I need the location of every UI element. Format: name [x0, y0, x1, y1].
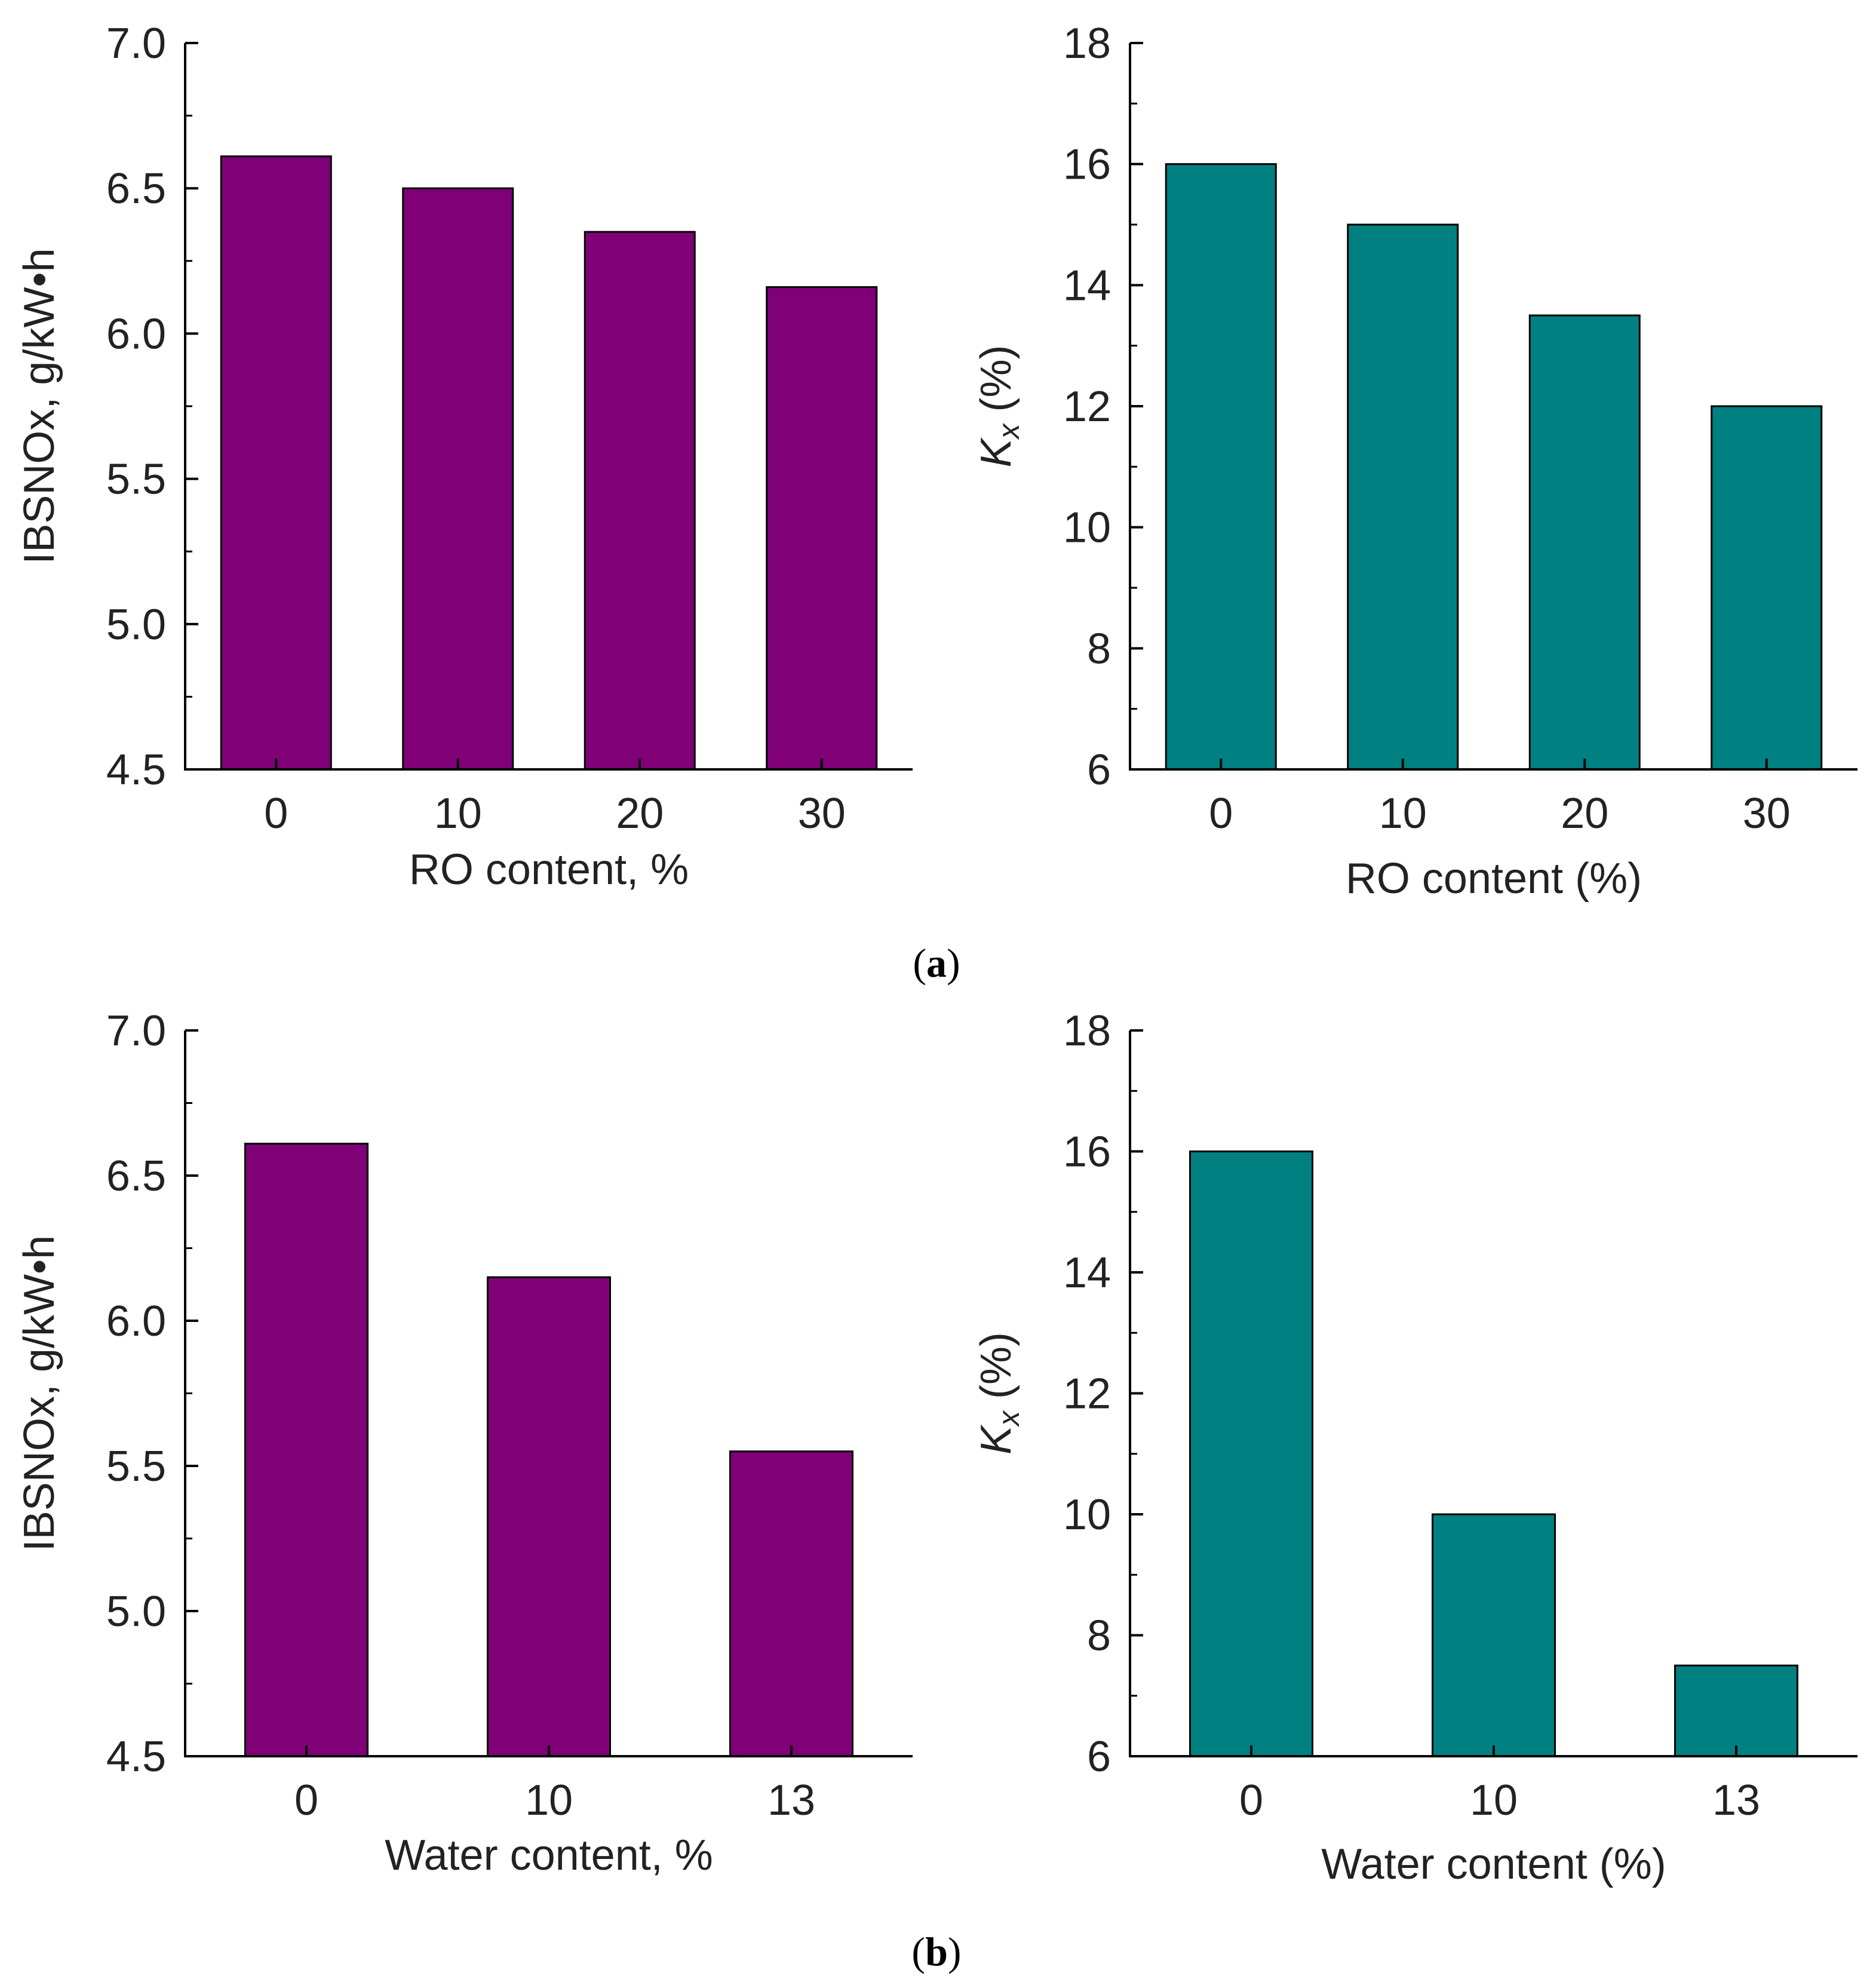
bar-b-left-0 [244, 1143, 369, 1757]
bar-a-left-20 [584, 231, 696, 771]
bar-b-right-13 [1674, 1664, 1798, 1757]
x-tick-label: 0 [294, 1777, 318, 1824]
y-axis-title: IBSNOx, g/kW•h [16, 248, 63, 564]
y-axis-title-unit: (%) [972, 1332, 1020, 1411]
y-axis-title-symbol: K [972, 437, 1020, 468]
y-tick-label: 10 [1063, 504, 1111, 552]
y-tick-label: 5.0 [106, 1588, 166, 1636]
x-axis-title: RO content, % [409, 846, 689, 894]
y-tick-label: 5.0 [106, 601, 166, 649]
chart-b-left: 4.5 5.0 5.5 6.0 6.5 7.0 0 10 13 Water content, % I… [16, 1007, 913, 1879]
bar-b-right-0 [1189, 1151, 1313, 1757]
y-tick-label: 4.5 [106, 1733, 166, 1781]
x-tick-label: 13 [767, 1777, 815, 1824]
x-tick-label: 10 [1470, 1777, 1518, 1824]
x-tick-label: 13 [1712, 1777, 1760, 1824]
y-tick-label: 16 [1063, 141, 1111, 189]
y-tick-label: 6.5 [106, 1152, 166, 1200]
y-axis-title-subscript: x [992, 1410, 1025, 1427]
y-tick-label: 6 [1087, 1733, 1111, 1781]
charts-layer: 4.5 5.0 5.5 6.0 6.5 7.0 0 10 20 30 RO content, % IB… [16, 20, 1857, 1888]
x-tick-label: 10 [525, 1777, 573, 1824]
y-tick-label: 6.0 [106, 1297, 166, 1345]
y-tick-label: 5.5 [106, 1443, 166, 1490]
bar-a-right-20 [1528, 314, 1641, 771]
x-tick-label: 30 [798, 790, 846, 837]
x-tick-label: 10 [1379, 790, 1427, 837]
y-axis-title: Kx (%) [972, 345, 1025, 467]
bar-b-left-13 [729, 1450, 853, 1757]
chart-b-right: 6 8 10 12 14 16 18 0 10 13 Water content (%) Kx (%) [972, 1007, 1857, 1888]
x-tick-label: 0 [1209, 790, 1233, 837]
y-axis-title: IBSNOx, g/kW•h [16, 1235, 63, 1551]
y-tick-label: 5.5 [106, 456, 166, 504]
chart-a-right: 6 8 10 12 14 16 18 0 10 20 30 RO content (%) Kx (%) [972, 20, 1857, 903]
x-axis-title: Water content, % [385, 1831, 713, 1879]
x-tick-label: 0 [1239, 1777, 1263, 1824]
bar-a-right-10 [1347, 223, 1459, 771]
y-tick-label: 18 [1063, 1007, 1111, 1055]
y-axis-title: Kx (%) [972, 1332, 1025, 1455]
y-axis-title-unit: (%) [972, 345, 1020, 424]
y-tick-label: 7.0 [106, 1007, 166, 1055]
y-tick-label: 6.0 [106, 310, 166, 358]
bar-a-right-0 [1165, 163, 1277, 771]
chart-a-left: 4.5 5.0 5.5 6.0 6.5 7.0 0 10 20 30 RO content, % IB… [16, 20, 913, 894]
x-tick-label: 0 [264, 790, 288, 837]
x-tick-label: 30 [1743, 790, 1791, 837]
x-tick-label: 20 [616, 790, 664, 837]
y-tick-label: 18 [1063, 20, 1111, 68]
y-tick-label: 16 [1063, 1128, 1111, 1176]
y-tick-label: 10 [1063, 1491, 1111, 1539]
y-tick-label: 6.5 [106, 165, 166, 213]
bar-a-left-30 [766, 286, 878, 771]
x-tick-label: 10 [434, 790, 482, 837]
bar-b-left-10 [487, 1276, 611, 1757]
x-axis-title: RO content (%) [1346, 855, 1642, 903]
panel-caption-a: (a) [913, 940, 960, 986]
panel-caption-b: (b) [911, 1929, 961, 1974]
bar-a-right-30 [1711, 405, 1823, 771]
y-tick-label: 14 [1063, 1249, 1111, 1297]
x-axis-title: Water content (%) [1321, 1840, 1666, 1888]
y-tick-label: 8 [1087, 1612, 1111, 1660]
y-tick-label: 4.5 [106, 746, 166, 794]
y-tick-label: 7.0 [106, 20, 166, 68]
y-axis-title-symbol: K [972, 1424, 1020, 1455]
y-tick-label: 12 [1063, 383, 1111, 431]
y-tick-label: 8 [1087, 625, 1111, 673]
y-tick-label: 6 [1087, 746, 1111, 794]
y-axis-title-subscript: x [992, 422, 1025, 440]
x-tick-label: 20 [1561, 790, 1608, 837]
bar-a-left-0 [220, 155, 332, 771]
bar-a-left-10 [402, 187, 514, 771]
y-tick-label: 12 [1063, 1370, 1111, 1418]
bar-b-right-10 [1432, 1513, 1556, 1757]
y-tick-label: 14 [1063, 262, 1111, 309]
